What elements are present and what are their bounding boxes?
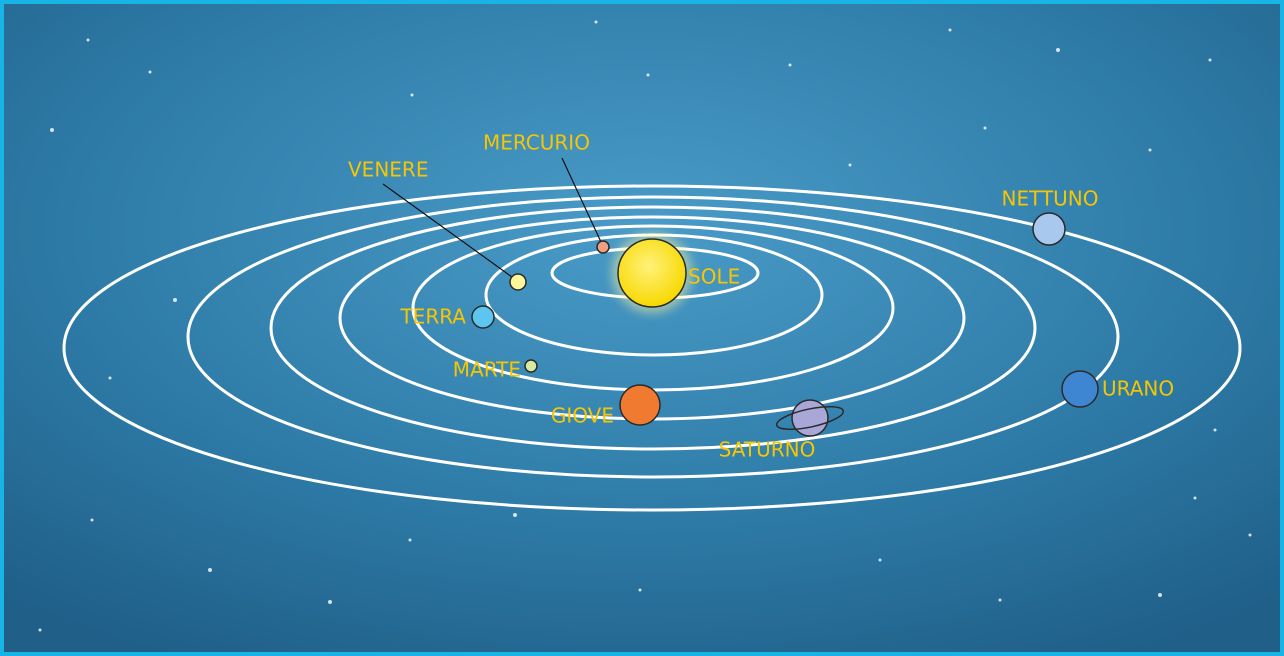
label-nettuno: NETTUNO (1001, 187, 1098, 211)
uranus (1061, 370, 1099, 408)
label-giove: GIOVE (551, 404, 614, 428)
label-sole: SOLE (688, 265, 740, 289)
orbits (62, 184, 1242, 512)
earth (471, 305, 495, 329)
label-urano: URANO (1102, 377, 1174, 401)
planets (471, 212, 1099, 437)
mercury (596, 240, 610, 254)
stars (38, 20, 1252, 632)
venus (509, 273, 527, 291)
label-saturno: SATURNO (719, 438, 816, 462)
label-mercurio: MERCURIO (483, 131, 590, 155)
neptune (1032, 212, 1066, 246)
saturn (775, 399, 845, 437)
label-terra: TERRA (399, 305, 466, 329)
labels: SOLE MERCURIO VENERE TERRA MARTE GIOVE S… (348, 131, 1174, 462)
mars (524, 359, 538, 373)
label-venere: VENERE (348, 158, 428, 182)
label-marte: MARTE (453, 358, 521, 382)
leader-lines (382, 157, 602, 278)
sun (617, 238, 687, 308)
jupiter (619, 384, 661, 426)
